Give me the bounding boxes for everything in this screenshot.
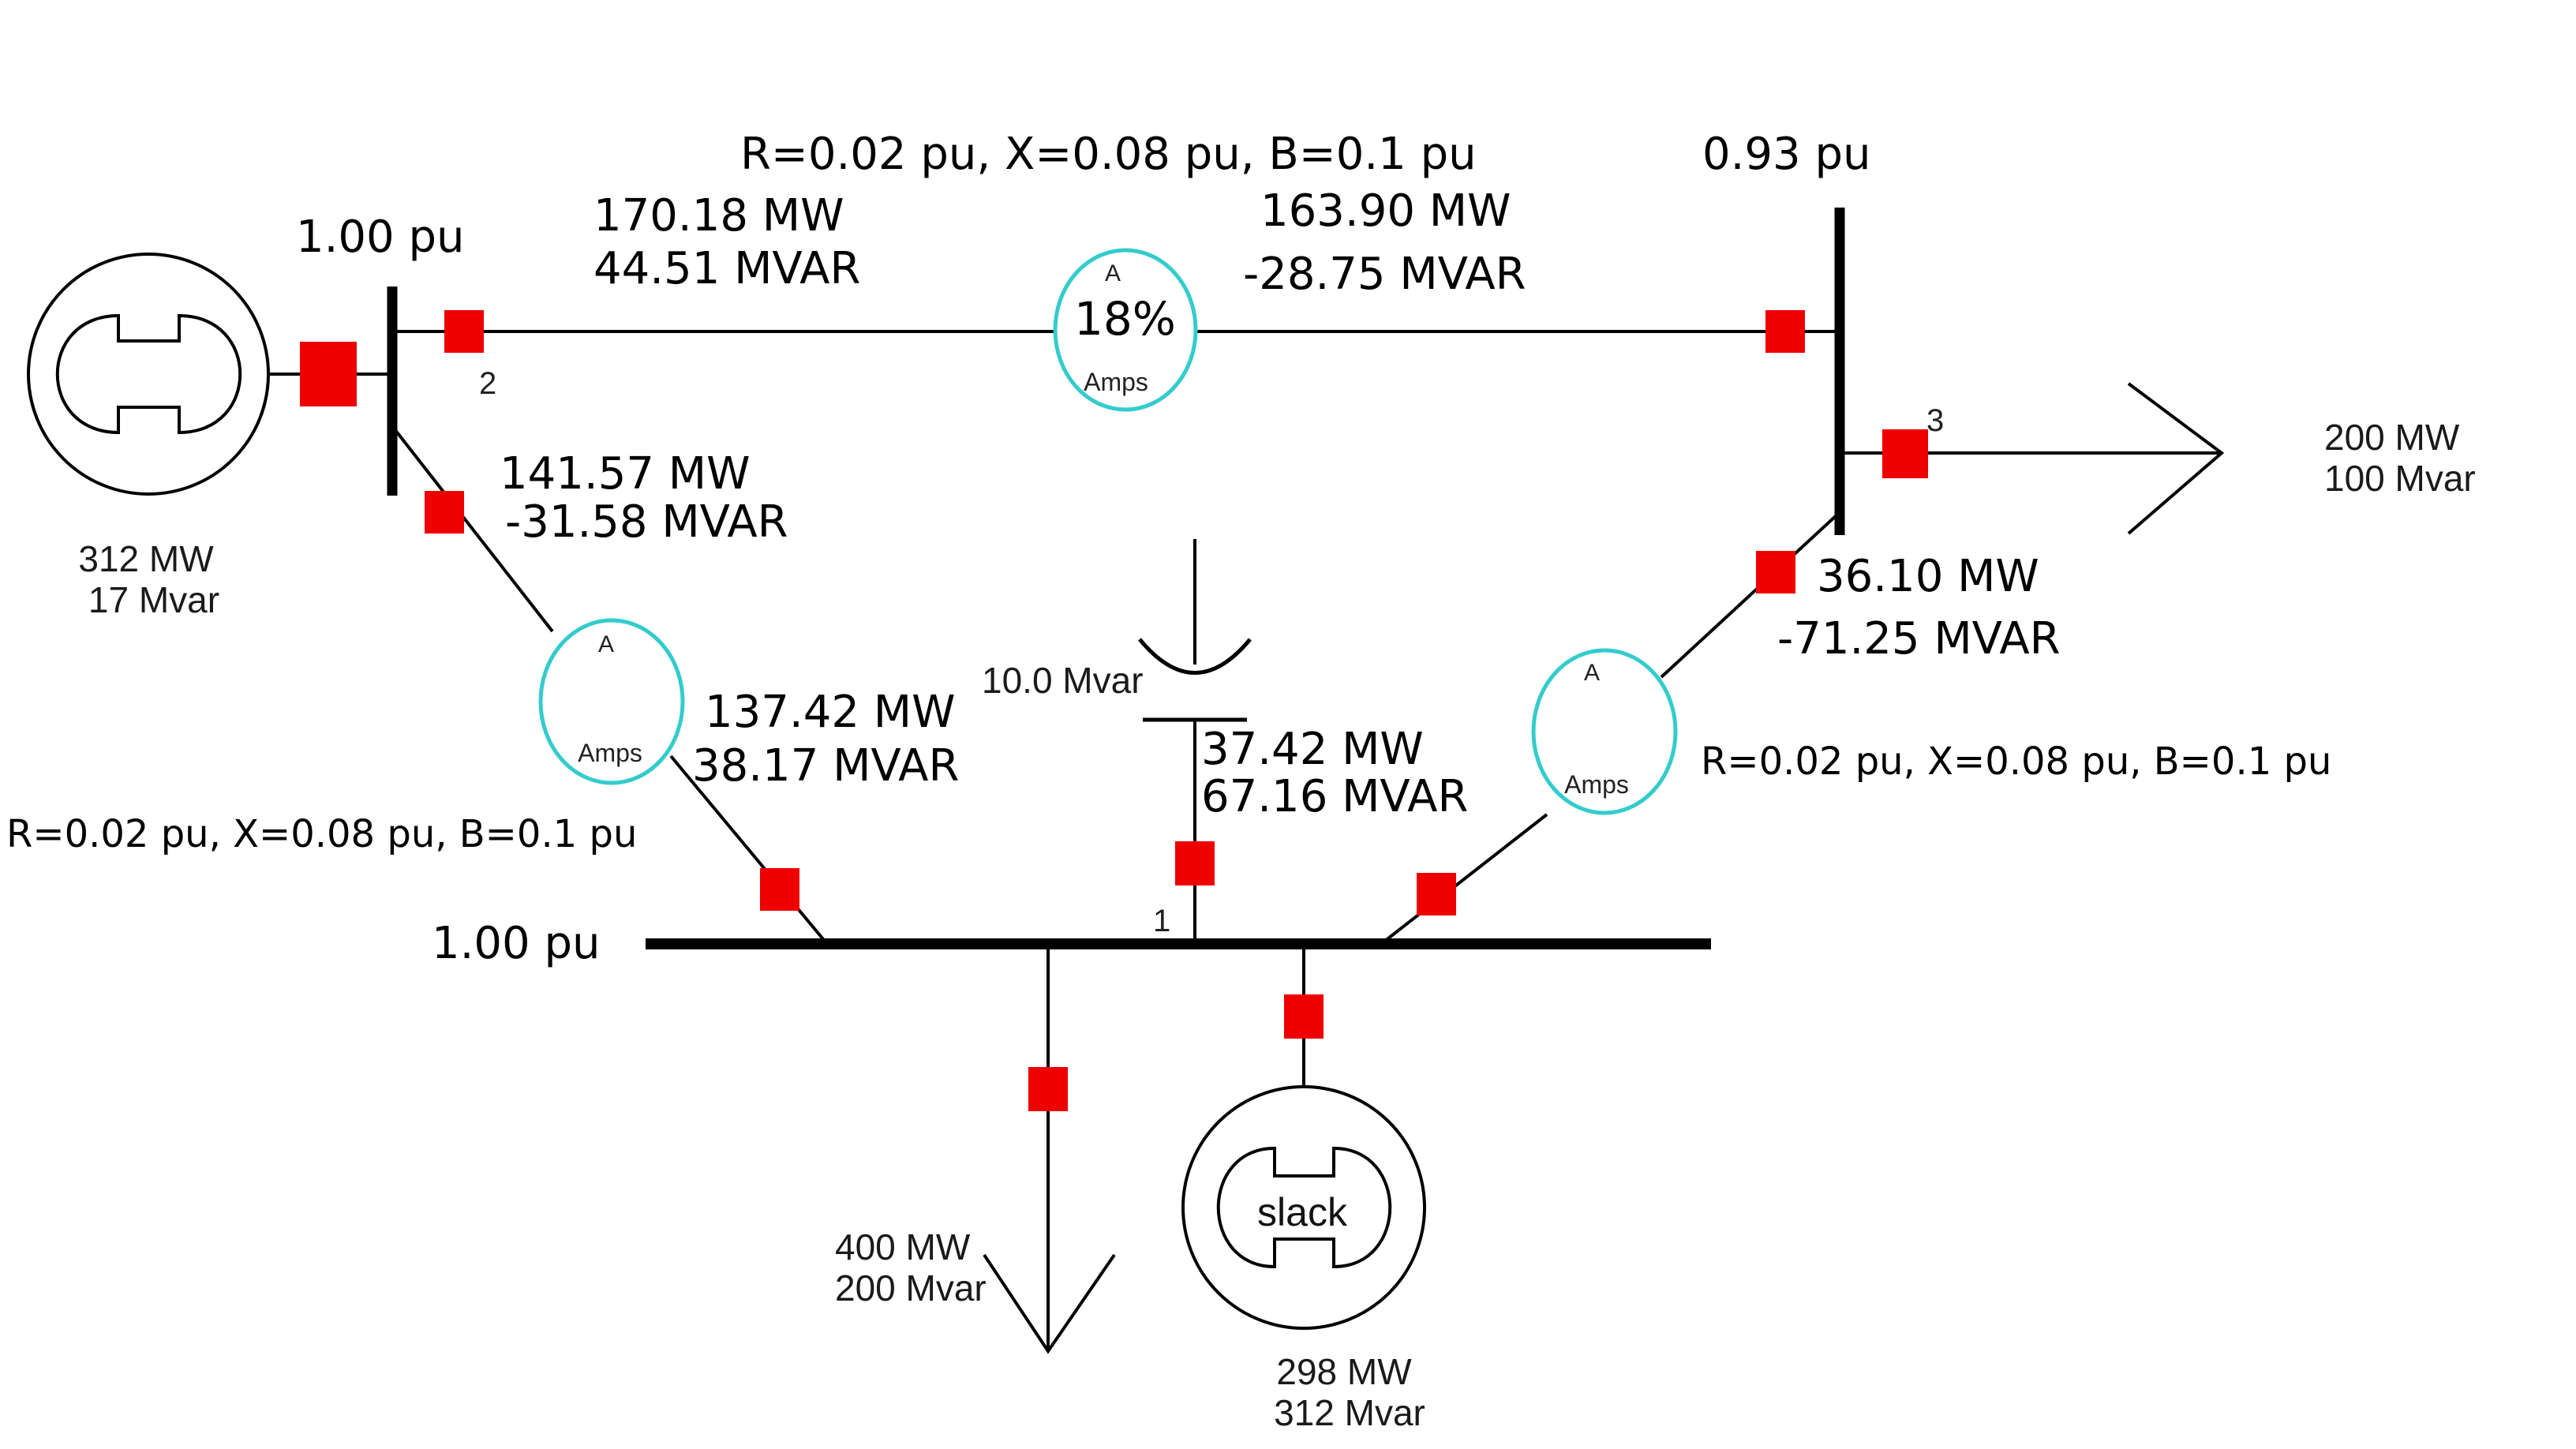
- breaker-capacitor[interactable]: [1175, 841, 1215, 886]
- gen2-mvar: 17 Mvar: [88, 579, 220, 620]
- line-2-1-to-mw: 137.42 MW: [705, 687, 956, 738]
- breaker-slack[interactable]: [1284, 994, 1324, 1039]
- breaker-gen2[interactable]: [300, 342, 357, 406]
- breaker-line-3-1-from[interactable]: [1756, 551, 1795, 593]
- slack-circle: [1181, 1085, 1426, 1330]
- breaker-line-2-3-from[interactable]: [444, 310, 484, 353]
- gen2-mw: 312 MW: [78, 538, 214, 579]
- line-2-1-from-mvar: -31.58 MVAR: [505, 496, 788, 548]
- slack-symbol: [1216, 1146, 1392, 1269]
- bus-2-number: 2: [479, 366, 497, 401]
- breaker-line-2-1-from[interactable]: [425, 491, 464, 534]
- load3-mw: 200 MW: [2324, 417, 2460, 458]
- breaker-load3[interactable]: [1882, 429, 1928, 478]
- capacitor-curved-plate: [1138, 638, 1252, 675]
- ammeter-line-3-1-unit: Amps: [1564, 770, 1629, 799]
- slack-mvar: 312 Mvar: [1274, 1392, 1425, 1433]
- ammeter-line-3-1-a: A: [1583, 660, 1601, 686]
- line-2-3-to-mvar: -28.75 MVAR: [1243, 249, 1526, 300]
- line-2-1-impedance: R=0.02 pu, X=0.08 pu, B=0.1 pu: [6, 812, 638, 856]
- line-3-1-to-mw: 37.42 MW: [1201, 724, 1424, 775]
- load1-mvar: 200 Mvar: [835, 1267, 987, 1309]
- ammeter-line-2-1-unit: Amps: [578, 739, 642, 767]
- load3-arrow: [2127, 382, 2225, 535]
- slack-label: slack: [1257, 1190, 1347, 1234]
- breaker-line-2-3-to[interactable]: [1765, 310, 1805, 353]
- gen2-circle: [27, 253, 270, 496]
- line-2-1-to-mvar: 38.17 MVAR: [692, 740, 960, 792]
- slack-mw: 298 MW: [1276, 1351, 1412, 1392]
- bus-1-number: 1: [1153, 904, 1171, 938]
- load1-mw: 400 MW: [835, 1226, 971, 1267]
- ammeter-line-2-3-unit: Amps: [1084, 368, 1148, 396]
- line-2-1-wire: [391, 425, 554, 633]
- breaker-load1[interactable]: [1028, 1067, 1068, 1111]
- line-3-1-wire: [1660, 513, 1839, 679]
- line-2-1-from-mw: 141.57 MW: [500, 448, 751, 500]
- ammeter-line-2-3-a: A: [1104, 260, 1121, 286]
- line-3-1-impedance: R=0.02 pu, X=0.08 pu, B=0.1 pu: [1701, 739, 2332, 784]
- ammeter-line-2-1[interactable]: [538, 618, 685, 785]
- line-3-1-from-mvar: -71.25 MVAR: [1777, 613, 2061, 665]
- bus-3-number: 3: [1926, 403, 1945, 438]
- load1-arrow: [983, 1253, 1116, 1354]
- bus-3-voltage: 0.93 pu: [1702, 129, 1871, 180]
- breaker-line-3-1-to[interactable]: [1417, 873, 1456, 915]
- load3-mvar: 100 Mvar: [2324, 458, 2476, 499]
- gen2-symbol: [55, 313, 242, 435]
- breaker-line-2-1-to[interactable]: [760, 868, 799, 911]
- capacitor-mvar: 10.0 Mvar: [982, 660, 1144, 701]
- line-2-3-from-mvar: 44.51 MVAR: [593, 243, 861, 294]
- line-2-1-wire-lower: [669, 754, 829, 945]
- bus-1-voltage: 1.00 pu: [432, 918, 601, 969]
- bus-2-voltage: 1.00 pu: [296, 212, 465, 263]
- ammeter-line-2-3-percent: 18%: [1074, 292, 1176, 346]
- line-3-1-to-mvar: 67.16 MVAR: [1201, 771, 1469, 822]
- ammeter-line-2-3[interactable]: [1053, 248, 1198, 412]
- line-2-3-impedance: R=0.02 pu, X=0.08 pu, B=0.1 pu: [740, 129, 1477, 180]
- line-2-3-from-mw: 170.18 MW: [593, 190, 844, 242]
- ammeter-line-3-1[interactable]: [1531, 648, 1678, 815]
- ammeter-line-2-1-a: A: [597, 631, 615, 657]
- line-2-3-to-mw: 163.90 MW: [1260, 185, 1511, 237]
- line-3-1-wire-lower: [1380, 813, 1548, 945]
- line-3-1-from-mw: 36.10 MW: [1817, 551, 2039, 602]
